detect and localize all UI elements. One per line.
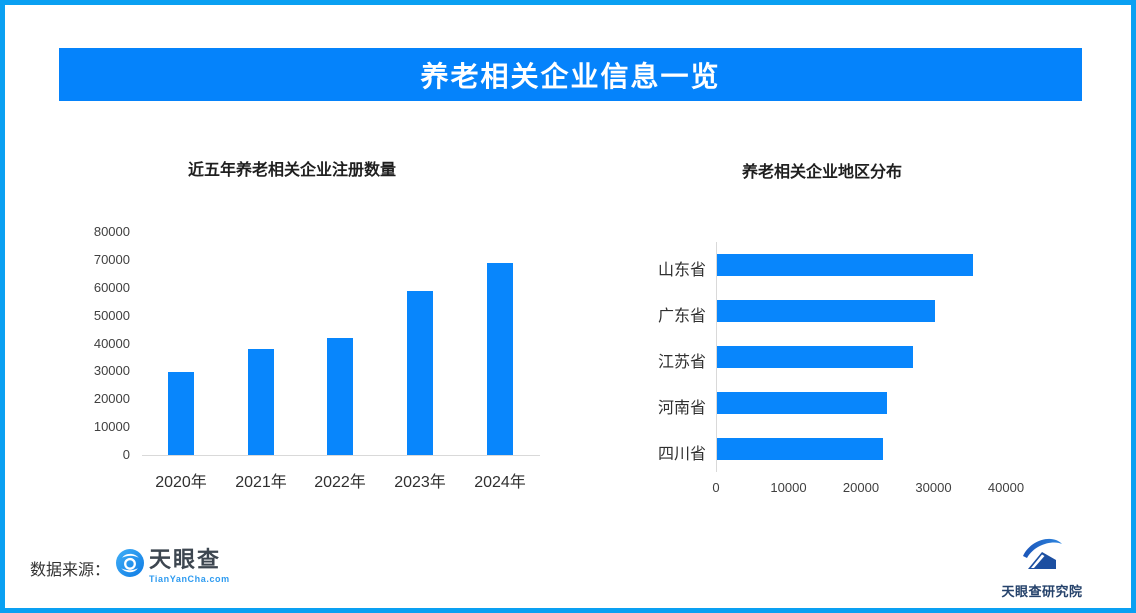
tianyancha-logo-domain: TianYanCha.com — [149, 574, 230, 584]
page-title: 养老相关企业信息一览 — [420, 60, 721, 92]
y-axis-tick-label: 20000 — [93, 391, 130, 407]
y-axis-tick-label: 60000 — [93, 279, 130, 295]
research-institute-label: 天眼查研究院 — [1001, 584, 1083, 599]
y-axis-category-label: 广东省 — [657, 307, 706, 325]
bar-2021年 — [248, 349, 274, 455]
bar-江苏省 — [717, 345, 914, 368]
bar-四川省 — [717, 437, 884, 460]
x-axis-tick-label: 40000 — [987, 480, 1025, 495]
research-institute-logo: 天眼查研究院 — [996, 535, 1088, 600]
y-axis-tick-label: 70000 — [93, 251, 130, 267]
bar-2024年 — [487, 262, 513, 455]
y-axis-tick-label: 40000 — [93, 335, 130, 351]
x-axis-tick-label: 20000 — [842, 480, 880, 495]
y-axis-category-label: 江苏省 — [657, 353, 706, 371]
bar-山东省 — [717, 253, 973, 276]
x-axis-tick-label: 30000 — [915, 480, 952, 495]
bar-2020年 — [168, 372, 194, 455]
x-axis-tick-label: 10000 — [770, 480, 807, 495]
research-institute-icon — [1020, 535, 1064, 578]
y-axis-tick-label: 30000 — [93, 363, 130, 379]
y-axis-tick-label: 10000 — [93, 419, 130, 435]
bar-2022年 — [327, 338, 353, 455]
x-axis-category-label: 2021年 — [235, 474, 287, 491]
x-axis-category-label: 2022年 — [314, 474, 366, 491]
x-axis-category-label: 2020年 — [155, 474, 207, 491]
registrations-chart-title: 近五年养老相关企业注册数量 — [188, 162, 397, 179]
y-axis-tick-label: 80000 — [93, 224, 130, 239]
bar-河南省 — [717, 391, 888, 414]
tianyancha-eye-icon — [116, 549, 144, 582]
x-axis-category-label: 2023年 — [394, 474, 446, 491]
data-source-label: 数据来源： — [30, 562, 111, 579]
y-axis-tick-label: 50000 — [93, 307, 130, 323]
x-axis-tick-label: 0 — [712, 480, 720, 495]
bar-广东省 — [717, 299, 936, 322]
tianyancha-logo-name: 天眼查 — [149, 547, 222, 572]
y-axis-category-label: 河南省 — [657, 399, 706, 417]
y-axis-category-label: 山东省 — [657, 261, 706, 279]
regions-chart-title: 养老相关企业地区分布 — [742, 164, 903, 181]
title-banner: 养老相关企业信息一览 — [59, 48, 1082, 101]
tianyancha-logo-text-block: 天眼查 TianYanCha.com — [149, 547, 230, 585]
x-axis-line — [142, 455, 540, 456]
y-axis-line — [716, 242, 717, 472]
bar-2023年 — [407, 290, 433, 455]
tianyancha-logo: 天眼查 TianYanCha.com — [116, 549, 230, 584]
x-axis-category-label: 2024年 — [474, 474, 526, 491]
y-axis-category-label: 四川省 — [657, 445, 706, 463]
y-axis-tick-label: 0 — [122, 447, 130, 462]
